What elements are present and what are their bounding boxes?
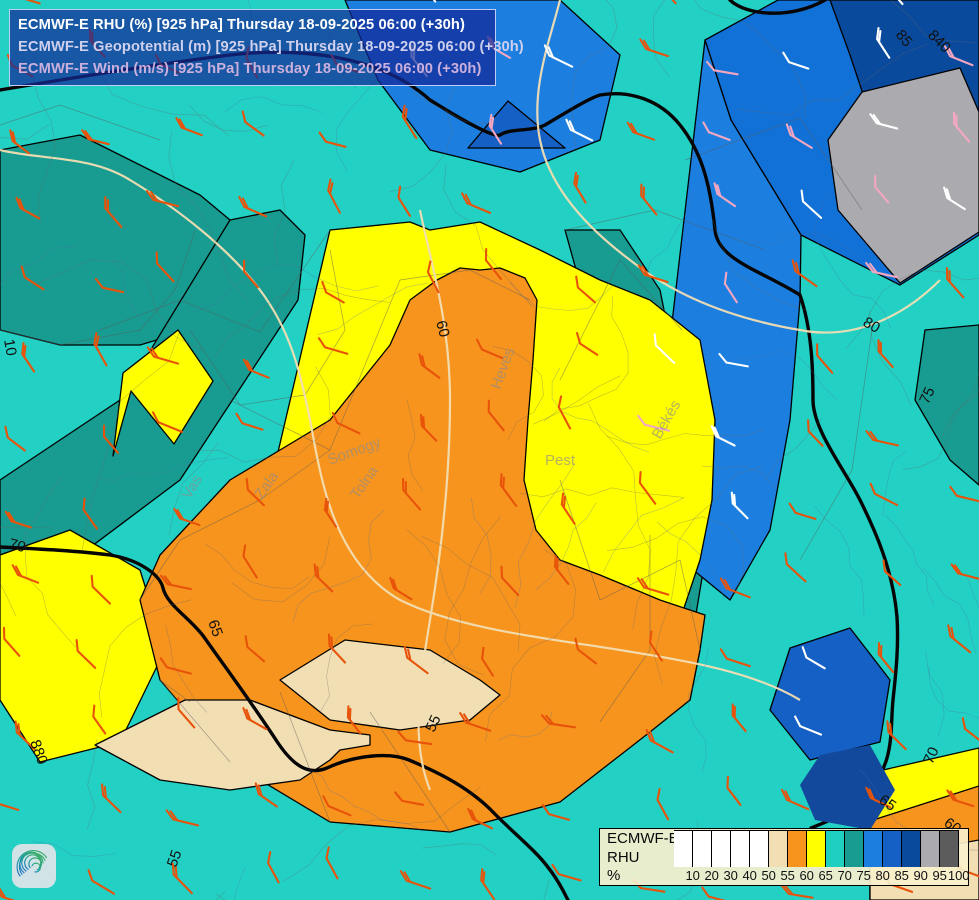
svg-text:Pest: Pest (545, 452, 576, 469)
svg-text:10: 10 (0, 338, 20, 357)
